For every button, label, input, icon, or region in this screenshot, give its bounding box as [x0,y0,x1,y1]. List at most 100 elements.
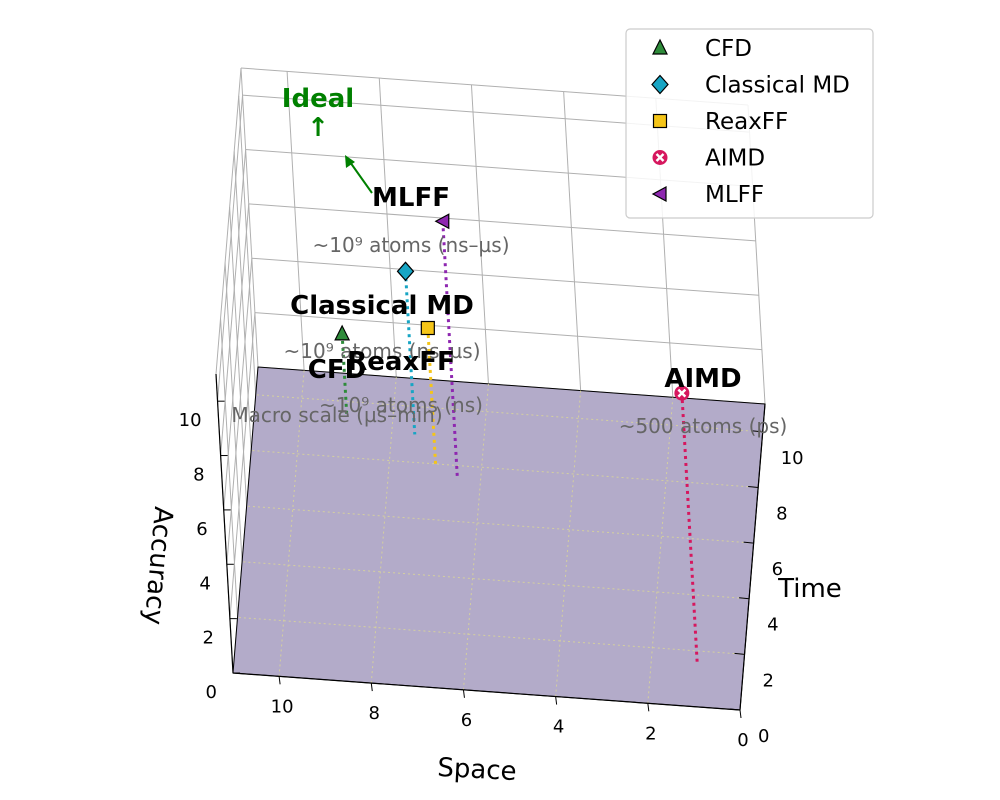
x-tick [462,689,465,698]
note-classical-md: ~10⁹ atoms (ns–µs) [283,339,480,363]
point-labels: MLFF ~10⁹ atoms (ns–µs) Classical MD ~10… [231,183,787,438]
note-aimd: ~500 atoms (ps) [619,414,788,438]
label-mlff: MLFF [372,183,450,213]
gridline-left-wall-y [238,95,257,395]
ideal-annotation: Ideal ↑ [282,84,373,194]
note-cfd: Macro scale (µs–min) [231,403,442,427]
y-tick [752,430,763,433]
floor-gridline-x [278,370,305,677]
z-tick-label: 8 [193,465,204,486]
y-tick-label: 4 [767,615,778,636]
z-tick-label: 2 [202,628,213,649]
y-tick-label: 0 [758,726,769,747]
y-tick [739,597,750,600]
legend-label-cfd: CFD [705,36,752,62]
point-cfd [334,324,351,341]
x-tick-label: 4 [553,717,564,738]
x-axis-line [232,672,741,711]
y-tick [743,541,754,544]
x-tick-label: 2 [645,723,656,744]
gridline-back-wall-z [248,203,756,242]
gridline-left-wall-y [233,151,252,451]
axes-layer: 0 2 4 6 8 10 0 2 4 6 8 10 0 2 4 6 8 10 [179,373,804,751]
z-tick-label: 4 [199,573,210,594]
grid-layer [215,67,766,674]
drop-line-aimd [680,393,699,665]
gridline-left-wall-y [220,318,239,618]
point-reaxff [420,320,435,336]
floor-gridline-x [462,383,489,690]
gridline-back-wall-z [254,312,762,351]
y-axis-line [739,403,766,711]
ideal-arrow-head [345,155,355,168]
ideal-up-arrow: ↑ [307,113,329,143]
ideal-arrow-shaft [349,161,373,194]
gridline-left-wall-z [220,149,247,456]
legend: CFD Classical MD ReaxFF AIMD MLFF [625,28,874,219]
x-tick [739,709,742,719]
legend-label-mlff: MLFF [705,182,764,208]
gridline-left-wall-z [223,203,250,510]
legend-label-classical-md: Classical MD [705,73,850,99]
x-tick [278,676,281,685]
z-axis-line [215,373,234,674]
x-tick-label: 8 [369,703,380,724]
legend-items: CFD Classical MD ReaxFF AIMD MLFF [651,36,850,208]
y-tick-label: 6 [772,559,783,580]
note-mlff: ~10⁹ atoms (ns–µs) [312,233,509,257]
floor-gridline-x [647,397,674,704]
point-mlff [434,213,450,230]
gridline-left-wall-y [229,207,248,507]
z-tick-label: 0 [206,682,217,703]
point-aimd-stroke-b [677,388,687,398]
gridline-left-wall-z [217,95,244,402]
legend-marker-classical-md [651,74,669,95]
wall-top-edge-left [215,67,242,375]
gridline-left-wall-y [224,262,243,562]
y-tick [729,708,741,711]
label-reaxff: ReaxFF [347,347,455,377]
label-aimd: AIMD [664,364,741,394]
floor-gridline-x [370,377,397,684]
drop-line-mlff [441,221,459,480]
z-tick-label: 6 [196,519,207,540]
legend-marker-cfd [652,38,668,55]
y-tick-label: 2 [763,670,774,691]
legend-marker-reaxff [652,113,668,129]
z-axis-title: Accuracy [138,505,178,626]
point-aimd [674,385,690,401]
x-tick [370,683,373,692]
marks-layer [334,213,699,665]
legend-label-aimd: AIMD [705,146,765,172]
y-tick [748,485,759,488]
gridline-back-wall-x [470,84,489,384]
ideal-label: Ideal [282,84,354,114]
legend-marker-aimd [652,150,668,165]
x-tick-label: 6 [461,710,472,731]
gridline-back-wall-x [286,71,305,371]
y-axis-title: Time [777,574,842,604]
floor-gridline-x [555,390,582,697]
gridline-back-wall-x [563,91,582,391]
gridline-left-wall-z [226,258,253,565]
y-tick-label: 10 [781,448,804,469]
wall-corner-edge [240,67,259,368]
label-cfd: CFD [308,355,366,385]
legend-marker-mlff [651,185,667,203]
label-classical-md: Classical MD [290,291,474,321]
note-reaxff: ~10⁹ atoms (ns) [319,393,483,417]
legend-box [625,28,874,219]
gridline-left-wall-z [229,312,256,619]
gridline-back-wall-z [251,257,759,296]
drop-line-reaxff [426,327,438,464]
legend-marker-aimd-stroke-b [655,153,665,162]
point-classical-md [396,261,415,282]
x-tick-label: 10 [271,696,294,717]
x-tick-label: 0 [737,730,748,751]
x-axis-title: Space [437,753,518,787]
x-tick [647,703,650,712]
x-tick [555,696,558,705]
y-tick-label: 8 [776,503,787,524]
legend-label-reaxff: ReaxFF [705,109,788,135]
